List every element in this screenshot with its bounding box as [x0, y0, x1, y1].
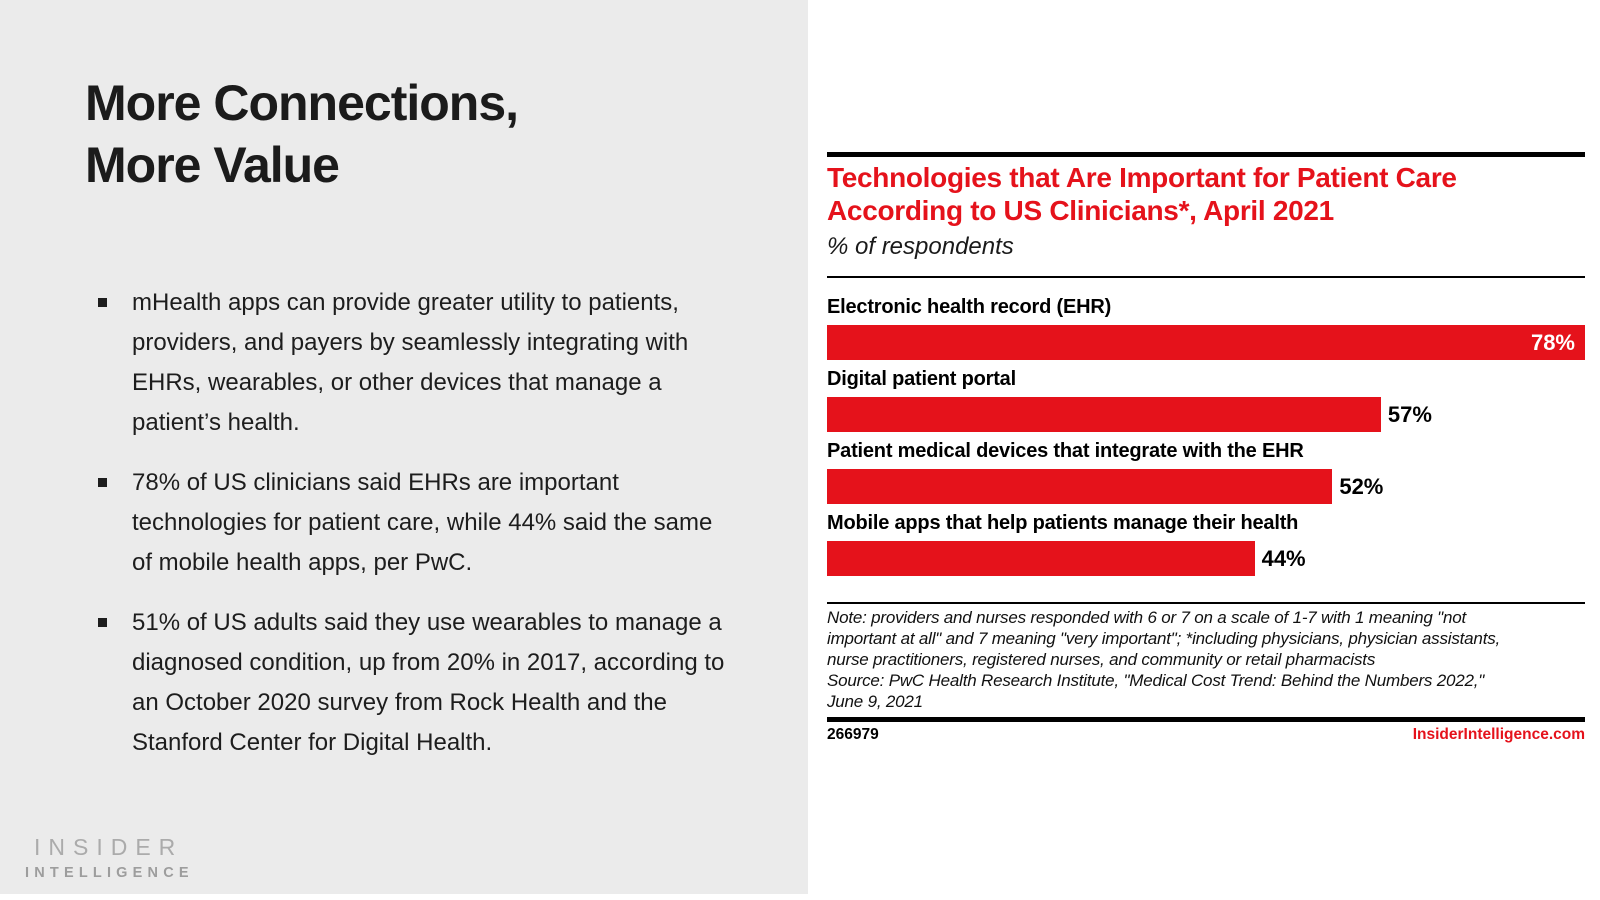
bar-group: Electronic health record (EHR) 78% — [827, 294, 1585, 366]
bullet-text: 78% of US clinicians said EHRs are impor… — [132, 469, 713, 576]
bullet-text: mHealth apps can provide greater utility… — [132, 289, 689, 436]
logo-line-insider: INSIDER — [34, 834, 184, 860]
slide-title-line-1: More Connections, — [85, 75, 519, 131]
chart-footer: 266979 InsiderIntelligence.com — [827, 726, 1585, 744]
bullet-square-icon — [98, 298, 107, 307]
chart-note: Note: providers and nurses responded wit… — [827, 608, 1501, 711]
bar-fill — [827, 325, 1585, 360]
bullet-item: mHealth apps can provide greater utility… — [98, 283, 738, 443]
insider-intelligence-logo: INSIDER INTELLIGENCE — [25, 834, 194, 881]
slide-title: More Connections, More Value — [85, 72, 745, 196]
bar-row: 52% — [827, 469, 1585, 504]
bullet-square-icon — [98, 618, 107, 627]
bullet-text: 51% of US adults said they use wearables… — [132, 609, 725, 756]
bar-category-label: Patient medical devices that integrate w… — [827, 440, 1304, 462]
bar-group: Digital patient portal 57% — [827, 366, 1585, 438]
bar-group: Mobile apps that help patients manage th… — [827, 510, 1585, 582]
logo-line-intelligence: INTELLIGENCE — [25, 865, 194, 881]
bar-value-label: 44% — [1261, 546, 1306, 571]
bar-group: Patient medical devices that integrate w… — [827, 438, 1585, 510]
note-divider-rule — [827, 602, 1585, 604]
chart-panel: Technologies that Are Important for Pati… — [827, 0, 1585, 900]
chart-title-line-1: Technologies that Are Important for Pati… — [827, 162, 1457, 193]
chart-title: Technologies that Are Important for Pati… — [827, 161, 1585, 227]
top-thick-rule — [827, 152, 1585, 157]
bar-fill — [827, 397, 1381, 432]
bar-fill — [827, 469, 1333, 504]
bar-category-label: Mobile apps that help patients manage th… — [827, 512, 1299, 534]
bar-row: 44% — [827, 541, 1585, 576]
bar-value-label: 52% — [1339, 474, 1384, 499]
bar-fill — [827, 541, 1255, 576]
bar-category-label: Electronic health record (EHR) — [827, 296, 1112, 318]
header-divider-rule — [827, 276, 1585, 278]
bullet-square-icon — [98, 478, 107, 487]
chart-subtitle: % of respondents — [827, 233, 1014, 260]
bottom-thick-rule — [827, 717, 1585, 722]
chart-title-line-2: According to US Clinicians*, April 2021 — [827, 195, 1334, 226]
bar-chart: Electronic health record (EHR) 78% Digit… — [827, 294, 1585, 582]
bar-value-label: 57% — [1387, 402, 1432, 427]
bullet-item: 78% of US clinicians said EHRs are impor… — [98, 463, 738, 583]
bar-category-label: Digital patient portal — [827, 368, 1016, 390]
bar-row: 57% — [827, 397, 1585, 432]
website-label: InsiderIntelligence.com — [1412, 726, 1585, 743]
chart-id: 266979 — [827, 726, 879, 743]
bullet-item: 51% of US adults said they use wearables… — [98, 603, 738, 763]
bar-row: 78% — [827, 325, 1585, 360]
bar-value-label: 78% — [1530, 330, 1575, 355]
slide-title-line-2: More Value — [85, 137, 340, 193]
left-panel: More Connections, More Value mHealth app… — [0, 0, 808, 894]
bullet-list: mHealth apps can provide greater utility… — [98, 283, 738, 783]
